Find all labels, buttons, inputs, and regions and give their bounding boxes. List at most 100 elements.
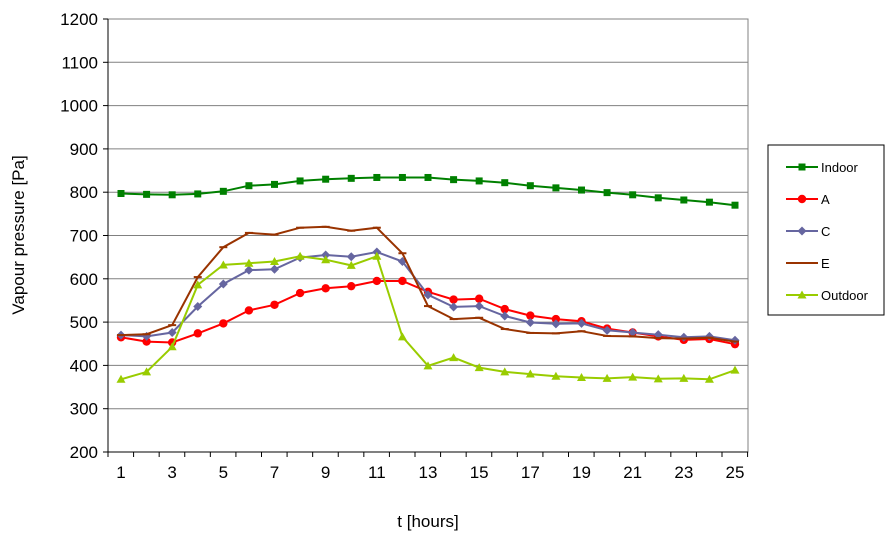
x-tick-label: 23	[674, 463, 693, 482]
y-tick-label: 200	[70, 443, 98, 462]
y-tick-label: 1000	[60, 97, 98, 116]
x-tick-label: 11	[368, 463, 386, 482]
legend-item-outdoor: Outdoor	[786, 288, 869, 303]
data-point-outdoor	[116, 374, 126, 383]
data-point-c	[500, 311, 510, 321]
data-point-indoor	[578, 186, 585, 194]
legend-item-e: E	[786, 256, 830, 271]
data-point-c	[193, 302, 203, 312]
data-point-a	[193, 329, 202, 338]
data-point-outdoor	[142, 367, 152, 376]
series-c	[116, 247, 740, 345]
data-point-c	[525, 318, 535, 328]
y-tick-labels: 200 300 400 500 600 700 800 900 1000 1100 1200	[60, 10, 98, 462]
grid	[108, 61, 748, 410]
x-tick-label: 17	[521, 463, 540, 482]
series-indoor	[117, 173, 739, 209]
data-point-c	[423, 290, 433, 300]
data-point-c	[551, 319, 561, 329]
data-point-outdoor	[218, 260, 228, 269]
data-point-indoor	[680, 196, 688, 204]
x-tick-label: 9	[321, 463, 330, 482]
data-point-outdoor	[193, 280, 203, 289]
data-point-c	[449, 302, 459, 312]
x-tick-label: 19	[572, 463, 591, 482]
data-point-a	[219, 319, 228, 328]
y-tick-label: 1200	[60, 10, 98, 29]
data-point-c	[244, 265, 254, 275]
data-point-outdoor	[167, 342, 177, 351]
data-point-a	[551, 314, 561, 324]
data-point-c	[474, 301, 484, 311]
data-point-a	[244, 306, 254, 315]
data-point-a	[372, 276, 382, 286]
data-point-indoor	[347, 174, 355, 182]
legend-label: A	[821, 192, 830, 207]
data-point-outdoor	[525, 369, 535, 378]
x-tick-label: 13	[419, 463, 438, 482]
data-point-c	[270, 264, 279, 274]
y-tick-label: 700	[70, 227, 98, 246]
data-point-indoor	[731, 201, 739, 209]
data-point-c	[321, 250, 331, 260]
data-point-outdoor	[577, 373, 586, 382]
data-point-indoor	[552, 184, 560, 192]
data-point-indoor	[526, 182, 534, 190]
data-point-outdoor	[602, 373, 612, 382]
y-tick-label: 1100	[61, 53, 98, 72]
data-point-c	[218, 279, 228, 289]
data-point-indoor	[322, 175, 330, 183]
data-point-indoor	[296, 177, 304, 185]
data-point-indoor	[194, 190, 202, 198]
legend-label: C	[821, 224, 830, 239]
y-tick-label: 800	[70, 183, 98, 202]
legend-marker	[797, 194, 807, 204]
legend-label: E	[821, 256, 830, 271]
y-tick-label: 600	[70, 270, 98, 289]
data-point-outdoor	[679, 373, 689, 382]
data-point-a	[321, 284, 330, 293]
data-point-c	[602, 325, 612, 335]
data-point-a	[347, 281, 356, 291]
data-point-indoor	[245, 182, 253, 190]
legend-item-indoor: Indoor	[786, 160, 859, 175]
data-point-outdoor	[423, 361, 433, 370]
legend-marker	[797, 290, 807, 299]
data-point-c	[577, 318, 586, 328]
data-point-c	[346, 252, 356, 262]
data-point-outdoor	[500, 367, 510, 376]
data-point-indoor	[501, 179, 509, 187]
x-tick-label: 1	[116, 463, 125, 482]
data-point-c	[167, 327, 177, 337]
y-axis-title: Vapour pressure [Pa]	[9, 155, 28, 314]
data-point-a	[449, 295, 458, 304]
legend-marker	[797, 226, 807, 236]
x-tick-label: 3	[167, 463, 176, 482]
data-point-a	[270, 300, 279, 309]
data-point-indoor	[629, 191, 637, 199]
legend: Indoor A C E Outdoor	[767, 144, 885, 316]
data-point-outdoor	[346, 260, 356, 269]
data-point-a	[295, 288, 305, 298]
data-point-outdoor	[397, 332, 407, 341]
x-axis-title: t [hours]	[397, 512, 458, 531]
data-point-a	[474, 294, 484, 303]
x-tick-label: 5	[219, 463, 228, 482]
data-point-indoor	[219, 187, 227, 195]
data-point-outdoor	[321, 255, 331, 264]
series-layer	[116, 173, 740, 383]
series-e	[117, 225, 739, 343]
data-point-indoor	[117, 189, 125, 197]
data-point-indoor	[424, 173, 432, 181]
y-tick-label: 300	[70, 400, 98, 419]
data-point-indoor	[398, 173, 406, 181]
axes	[103, 18, 749, 457]
data-point-a	[526, 311, 535, 320]
x-tick-label: 21	[623, 463, 642, 482]
x-tick-labels: 1 3 5 7 9 11 13 15 17 19 21 23 25	[116, 463, 744, 482]
data-point-indoor	[373, 173, 381, 181]
data-point-outdoor	[704, 374, 714, 383]
data-point-c	[653, 330, 663, 340]
x-tick-label: 15	[470, 463, 489, 482]
legend-marker	[798, 163, 806, 171]
